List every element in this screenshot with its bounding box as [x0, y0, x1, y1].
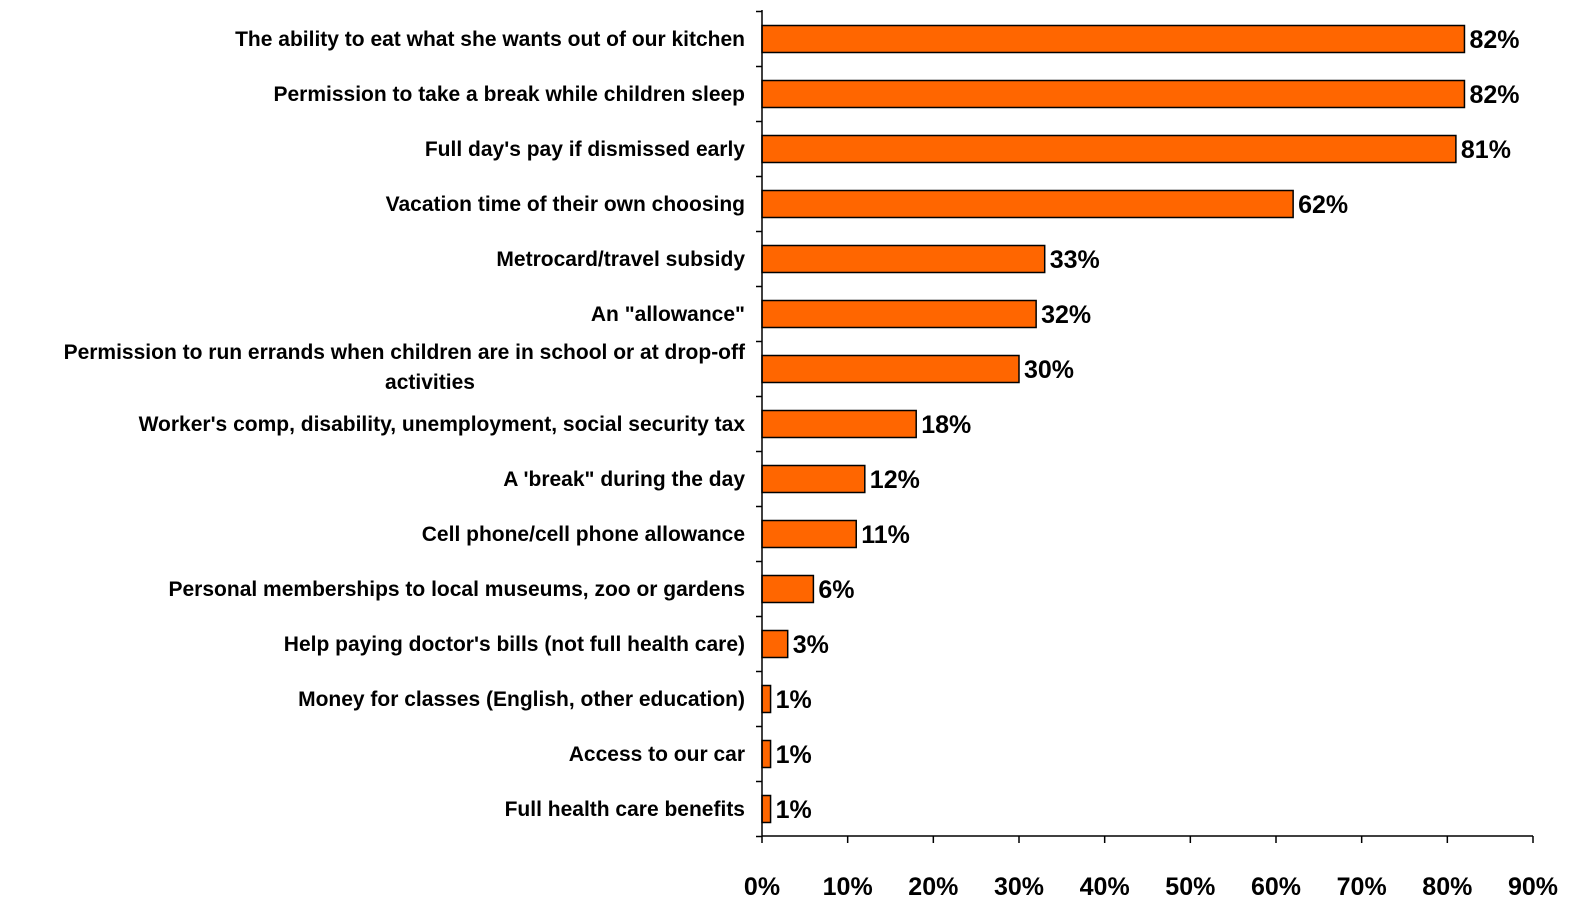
category-label-line: Metrocard/travel subsidy	[496, 248, 745, 271]
category-label-line: The ability to eat what she wants out of…	[235, 28, 745, 51]
bar-5	[761, 244, 1046, 274]
bar-1	[761, 24, 1466, 54]
axes-group	[756, 10, 1534, 843]
data-label-14: 1%	[776, 741, 812, 769]
category-label-3: Full day's pay if dismissed early	[425, 138, 745, 161]
category-label-line: Worker's comp, disability, unemployment,…	[139, 413, 746, 436]
data-label-7: 30%	[1024, 356, 1074, 384]
category-label-9: A 'break" during the day	[503, 468, 745, 491]
category-label-line: Vacation time of their own choosing	[386, 193, 745, 216]
bar-7	[761, 354, 1020, 384]
category-label-line: Help paying doctor's bills (not full hea…	[284, 633, 745, 656]
x-tick-label-30: 30%	[994, 873, 1044, 901]
category-label-6: An "allowance"	[591, 303, 745, 326]
x-tick-label-50: 50%	[1165, 873, 1215, 901]
data-label-11: 6%	[818, 576, 854, 604]
data-label-1: 82%	[1469, 26, 1519, 54]
data-label-5: 33%	[1050, 246, 1100, 274]
category-label-1: The ability to eat what she wants out of…	[235, 28, 745, 51]
data-label-10: 11%	[861, 521, 910, 549]
x-tick-label-40: 40%	[1080, 873, 1130, 901]
category-label-7: Permission to run errands when children …	[64, 341, 746, 394]
x-tick-label-80: 80%	[1422, 873, 1472, 901]
bar-11	[761, 574, 815, 604]
category-label-2: Permission to take a break while childre…	[273, 83, 745, 106]
bar-6	[761, 299, 1037, 329]
bar-2	[761, 79, 1466, 109]
category-label-10: Cell phone/cell phone allowance	[422, 523, 745, 546]
x-tick-label-20: 20%	[908, 873, 958, 901]
category-label-line: Full health care benefits	[505, 798, 745, 821]
bar-12	[761, 629, 789, 659]
category-label-line: Cell phone/cell phone allowance	[422, 523, 745, 546]
data-label-9: 12%	[870, 466, 920, 494]
data-label-2: 82%	[1469, 81, 1519, 109]
category-label-line: An "allowance"	[591, 303, 745, 326]
x-tick-label-70: 70%	[1337, 873, 1387, 901]
bar-13	[761, 684, 772, 714]
bars-group	[761, 24, 1466, 824]
x-tick-label-10: 10%	[823, 873, 873, 901]
category-label-12: Help paying doctor's bills (not full hea…	[284, 633, 745, 656]
x-tick-label-90: 90%	[1508, 873, 1558, 901]
category-label-line: Permission to take a break while childre…	[273, 83, 745, 106]
data-label-6: 32%	[1041, 301, 1091, 329]
category-label-14: Access to our car	[569, 743, 745, 766]
category-label-line: Money for classes (English, other educat…	[298, 688, 745, 711]
data-label-15: 1%	[776, 796, 812, 824]
data-label-13: 1%	[776, 686, 812, 714]
category-label-line: Access to our car	[569, 743, 745, 766]
category-label-5: Metrocard/travel subsidy	[496, 248, 745, 271]
category-labels-group: The ability to eat what she wants out of…	[64, 28, 746, 821]
bar-8	[761, 409, 917, 439]
bar-14	[761, 739, 772, 769]
category-label-13: Money for classes (English, other educat…	[298, 688, 745, 711]
category-label-line: Full day's pay if dismissed early	[425, 138, 745, 161]
data-label-8: 18%	[921, 411, 971, 439]
data-label-4: 62%	[1298, 191, 1348, 219]
category-label-line: Personal memberships to local museums, z…	[169, 578, 746, 601]
category-label-line: Permission to run errands when children …	[64, 341, 746, 364]
category-label-8: Worker's comp, disability, unemployment,…	[139, 413, 746, 436]
bar-3	[761, 134, 1457, 164]
category-label-line: activities	[385, 371, 475, 394]
category-label-11: Personal memberships to local museums, z…	[169, 578, 746, 601]
category-label-15: Full health care benefits	[505, 798, 745, 821]
data-labels-group: 82% 82% 81% 62% 33% 32% 30% 18%12% 11%6% 3% 1% 1% 1%	[776, 26, 1520, 824]
data-label-3: 81%	[1461, 136, 1511, 164]
category-label-line: A 'break" during the day	[503, 468, 745, 491]
bar-4	[761, 189, 1294, 219]
x-tick-label-0: 0%	[744, 873, 780, 901]
data-label-12: 3%	[793, 631, 829, 659]
x-tick-label-60: 60%	[1251, 873, 1301, 901]
bar-10	[761, 519, 857, 549]
category-label-4: Vacation time of their own choosing	[386, 193, 745, 216]
bar-15	[761, 794, 772, 824]
x-tick-labels-group: 0% 10% 20% 30% 40% 50% 60% 70% 80% 90%	[744, 873, 1558, 901]
bar-9	[761, 464, 866, 494]
